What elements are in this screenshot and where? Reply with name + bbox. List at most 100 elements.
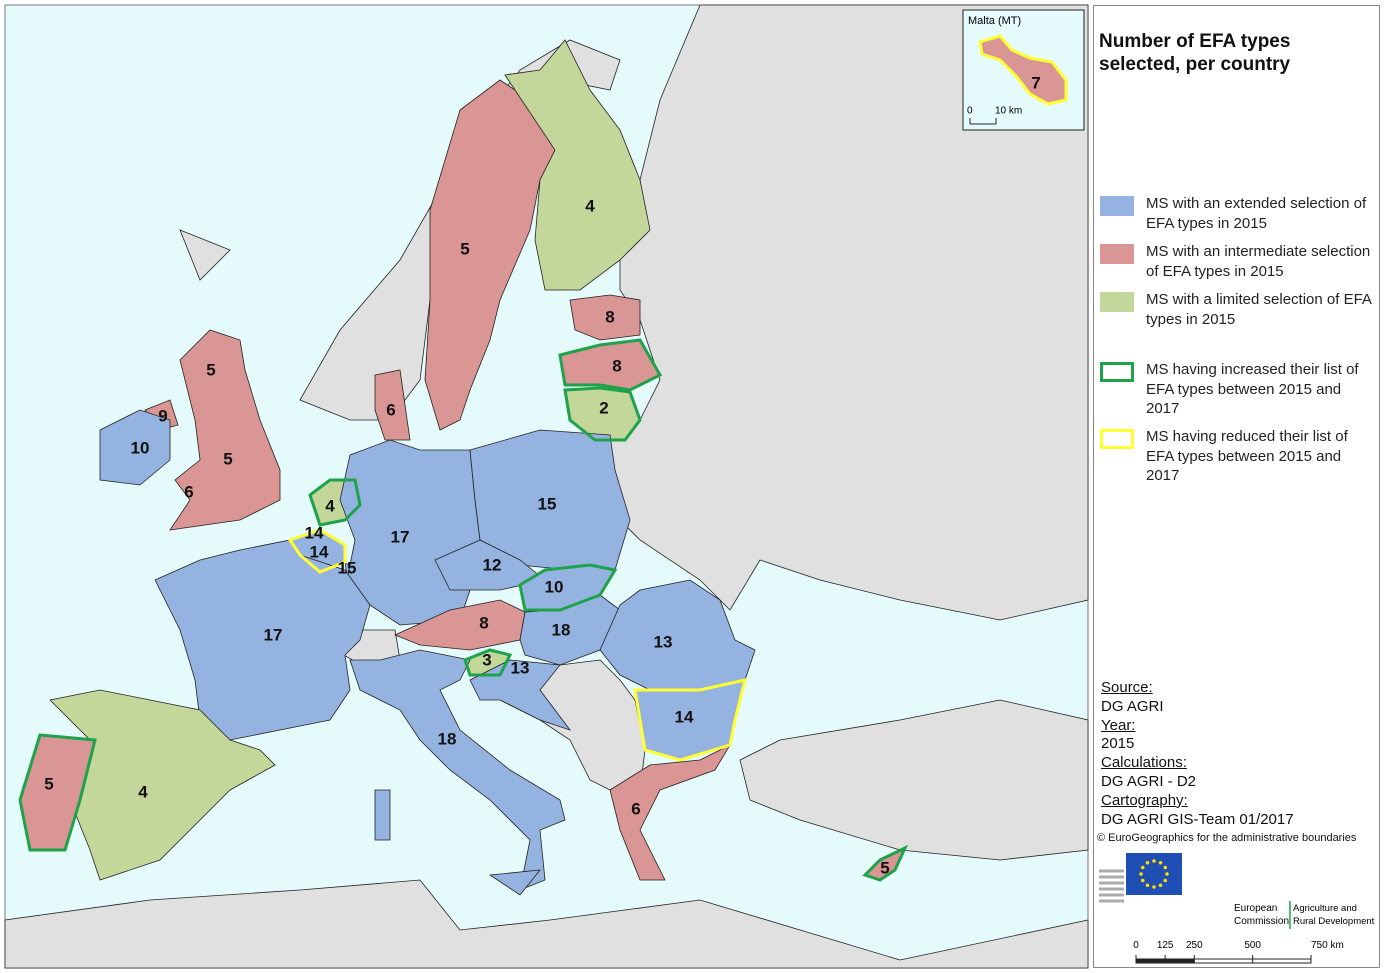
region-outline — [862, 844, 909, 882]
logo-institution: European Commission — [1234, 903, 1289, 927]
eu-star — [1158, 883, 1163, 888]
inset-island — [978, 34, 1068, 106]
region-label: 6 — [631, 799, 640, 818]
credit-heading: Year: — [1101, 716, 1136, 734]
region-label: 15 — [538, 494, 557, 513]
non-eu-land — [179, 229, 231, 281]
region — [569, 294, 641, 341]
logo-word: Rural Development — [1293, 916, 1375, 927]
non-eu-land — [609, 4, 1089, 621]
eu-star — [1152, 885, 1156, 889]
inset-title: Malta (MT) — [968, 15, 1021, 27]
credit-heading: Cartography: — [1101, 791, 1188, 809]
legend-swatch — [1100, 292, 1134, 312]
region-outline — [463, 648, 513, 677]
logo-word: European — [1234, 903, 1277, 914]
non-eu-land — [4, 879, 1089, 969]
credit-text: DG AGRI GIS-Team 01/2017 — [1101, 810, 1294, 828]
inset-label: 7 — [1031, 73, 1040, 92]
legend-text: MS having reduced their list of EFA type… — [1146, 428, 1348, 484]
region-outline — [18, 733, 97, 852]
region — [599, 579, 756, 691]
eu-star — [1139, 872, 1143, 876]
legend-swatch — [1100, 244, 1134, 264]
eu-star — [1145, 883, 1150, 888]
eu-star — [1152, 859, 1156, 863]
eu-star — [1163, 878, 1168, 883]
credit-text: DG AGRI - D2 — [1101, 772, 1197, 790]
region-outline — [633, 678, 748, 762]
region-label: 5 — [460, 239, 469, 258]
region-label: 6 — [386, 400, 395, 419]
region — [99, 409, 171, 486]
legend-text: MS having increased their list of EFA ty… — [1146, 361, 1359, 417]
region-label: 3 — [482, 650, 491, 669]
region-label: 4 — [325, 496, 335, 515]
region — [154, 539, 371, 741]
logo-dg: Agriculture and Rural Development — [1293, 903, 1375, 927]
region-label: 18 — [552, 620, 571, 639]
non-eu-land — [739, 699, 1089, 861]
region-outline — [558, 338, 663, 392]
region-label: 15 — [338, 558, 357, 577]
legend-swatch — [1100, 196, 1134, 216]
legend-swatch — [1100, 362, 1134, 382]
region-label: 8 — [612, 356, 621, 375]
region — [374, 789, 391, 841]
copyright: © EuroGeographics for the administrative… — [1097, 832, 1357, 844]
legend-text: MS with an extended selection of EFA typ… — [1146, 195, 1367, 232]
side-panel: Number of EFA types selected, per countr… — [1093, 5, 1380, 968]
region-label: 10 — [131, 438, 150, 457]
region — [374, 369, 411, 441]
credit-text: 2015 — [1101, 735, 1135, 753]
region — [488, 869, 541, 896]
region-label: 12 — [483, 555, 502, 574]
region-label: 8 — [605, 307, 614, 326]
region — [504, 39, 651, 291]
scale-label: 500 — [1244, 940, 1261, 951]
scale-label: 125 — [1157, 940, 1174, 951]
inset-scale-label: 10 km — [995, 106, 1022, 117]
region-label: 13 — [654, 632, 673, 651]
region-label: 6 — [184, 482, 193, 501]
scale-label: 0 — [1133, 940, 1139, 951]
region-label: 17 — [391, 527, 410, 546]
region-label: 4 — [585, 196, 595, 215]
footer: European Commission Agriculture and Rural D… — [1099, 853, 1375, 964]
region — [349, 649, 566, 891]
region-label: 14 — [305, 523, 324, 542]
region — [609, 744, 732, 881]
legend-swatch — [1100, 429, 1134, 449]
region-label: 5 — [44, 774, 53, 793]
credit-heading: Source: — [1101, 679, 1153, 696]
region — [169, 329, 281, 531]
region-label: 17 — [264, 625, 283, 644]
eu-star — [1163, 865, 1168, 870]
eu-star — [1140, 865, 1145, 870]
eu-star — [1145, 860, 1150, 865]
region-label: 2 — [599, 398, 608, 417]
region-label: 18 — [438, 729, 457, 748]
region-label: 14 — [310, 542, 329, 561]
eu-star — [1158, 860, 1163, 865]
region — [424, 79, 556, 431]
region-label: 4 — [138, 782, 148, 801]
scale-label: 750 km — [1311, 940, 1344, 951]
region-label: 10 — [545, 577, 564, 596]
scale-label: 250 — [1186, 940, 1203, 951]
region-label: 9 — [158, 406, 167, 425]
region-outline — [563, 386, 642, 442]
region-label: 5 — [223, 449, 232, 468]
region-outline — [518, 563, 618, 612]
region-label: 5 — [880, 858, 889, 877]
credit-text: DG AGRI — [1101, 697, 1164, 715]
region-label: 13 — [511, 658, 530, 677]
region-label: 5 — [206, 360, 215, 379]
credits: Source: DG AGRI Year: 2015 Calculations: DG A… — [1101, 679, 1294, 829]
credit-heading: Calculations: — [1101, 754, 1187, 772]
logo-word: Commission — [1234, 916, 1289, 927]
region-outline — [308, 478, 362, 527]
region-label: 8 — [479, 613, 488, 632]
